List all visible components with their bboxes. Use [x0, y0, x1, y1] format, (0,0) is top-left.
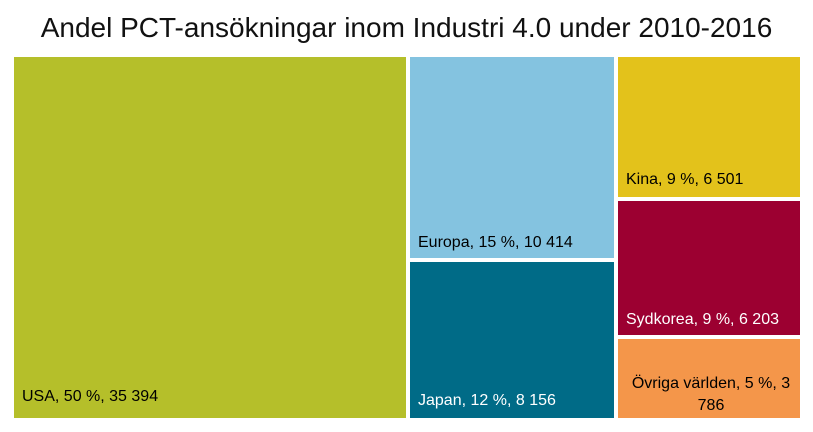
treemap-label: Europa, 15 %, 10 414: [418, 234, 573, 251]
treemap-label: Kina, 9 %, 6 501: [626, 171, 744, 188]
treemap-tile-sydkorea: Sydkorea, 9 %, 6 203: [616, 199, 802, 337]
treemap-label: Japan, 12 %, 8 156: [418, 392, 556, 409]
treemap-tile-usa: USA, 50 %, 35 394: [12, 55, 408, 420]
treemap-tile-japan: Japan, 12 %, 8 156: [408, 260, 616, 420]
treemap-label: Övriga världen, 5 %, 3 786: [631, 375, 791, 414]
treemap-tile-europa: Europa, 15 %, 10 414: [408, 55, 616, 260]
chart-title: Andel PCT-ansökningar inom Industri 4.0 …: [40, 12, 773, 43]
treemap-label: USA, 50 %, 35 394: [22, 388, 159, 405]
treemap-tile--vriga-v-rlden: Övriga världen, 5 %, 3 786: [616, 337, 802, 420]
treemap-tile-kina: Kina, 9 %, 6 501: [616, 55, 802, 199]
treemap-label: Sydkorea, 9 %, 6 203: [626, 311, 779, 328]
